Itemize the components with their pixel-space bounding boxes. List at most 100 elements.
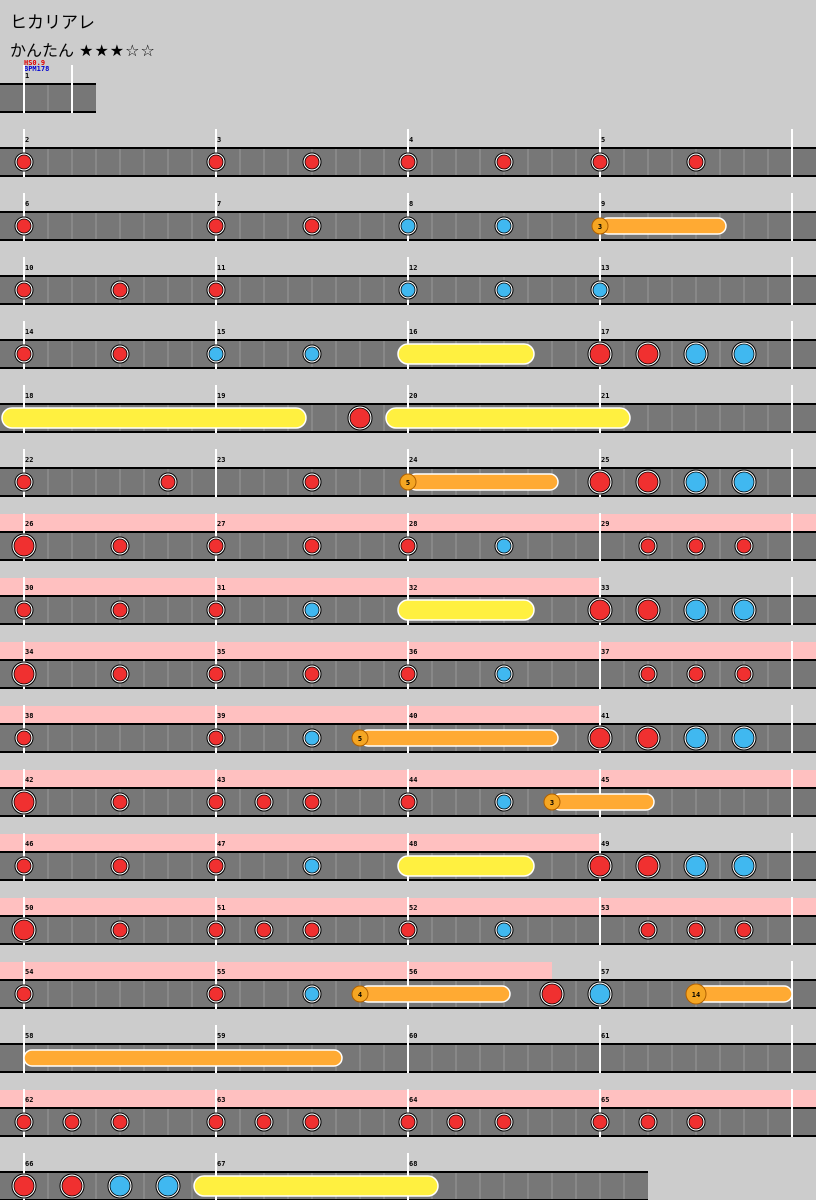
measure-number: 58	[25, 1032, 33, 1040]
measure-number: 56	[409, 968, 417, 976]
measure-number: 6	[25, 200, 29, 208]
score-row: 54 55 56 57 4 14	[0, 961, 816, 1009]
big-ka-note	[685, 343, 707, 365]
balloon-head	[351, 729, 369, 747]
big-drumroll	[397, 599, 535, 621]
don-note	[688, 922, 704, 938]
measure-number: 62	[25, 1096, 33, 1104]
gogo-band	[408, 706, 600, 723]
balloon-bar	[407, 473, 559, 491]
balloon-count: 5	[406, 479, 410, 487]
gogo-band	[0, 642, 216, 659]
speed-info: HS0.9 BPM178	[24, 60, 50, 73]
measure-number: 55	[217, 968, 225, 976]
big-ka-note	[733, 599, 755, 621]
measure-number: 64	[409, 1096, 417, 1104]
don-note	[16, 154, 32, 170]
measure-number: 29	[601, 520, 609, 528]
don-note	[688, 666, 704, 682]
don-note	[448, 1114, 464, 1130]
difficulty-label: かんたん	[10, 41, 75, 60]
measure-number: 54	[25, 968, 33, 976]
measure-number: 59	[217, 1032, 225, 1040]
big-ka-note	[733, 471, 755, 493]
don-note	[16, 346, 32, 362]
don-note	[208, 922, 224, 938]
don-note	[208, 986, 224, 1002]
score-row: 34 35 36 37	[0, 641, 816, 689]
measure-number: 8	[409, 200, 413, 208]
measure-number: 11	[217, 264, 225, 272]
don-note	[208, 730, 224, 746]
balloon-count: 3	[550, 799, 554, 807]
big-ka-note	[685, 471, 707, 493]
big-don-note	[13, 791, 35, 813]
ka-note	[496, 666, 512, 682]
don-note	[400, 538, 416, 554]
don-note	[160, 474, 176, 490]
score-row: 58 59 60 61	[0, 1025, 816, 1073]
measure-number: 68	[409, 1160, 417, 1168]
don-note	[112, 858, 128, 874]
measure-number: 51	[217, 904, 225, 912]
don-note	[400, 794, 416, 810]
gogo-band	[0, 770, 216, 787]
gogo-band	[216, 578, 408, 595]
measure-number: 42	[25, 776, 33, 784]
bpm-label: BPM178	[24, 65, 50, 73]
measure-number: 28	[409, 520, 417, 528]
measure-number: 10	[25, 264, 33, 272]
gogo-band	[216, 706, 408, 723]
big-ka-note	[733, 343, 755, 365]
don-note	[208, 538, 224, 554]
big-don-note	[13, 1175, 35, 1197]
gogo-band	[216, 514, 408, 531]
measure-number: 41	[601, 712, 609, 720]
don-note	[16, 858, 32, 874]
ka-note	[496, 922, 512, 938]
song-title: ヒカリアレ	[10, 13, 95, 33]
big-ka-note	[685, 599, 707, 621]
balloon-bar	[359, 729, 559, 747]
gogo-band	[600, 1090, 816, 1107]
score-row: 50 51 52 53	[0, 897, 816, 945]
ka-note	[400, 218, 416, 234]
don-note	[304, 922, 320, 938]
measure-number: 43	[217, 776, 225, 784]
big-drumroll	[193, 1175, 439, 1197]
measure-number: 36	[409, 648, 417, 656]
measure-number: 5	[601, 136, 605, 144]
measure-number: 7	[217, 200, 221, 208]
drumroll	[23, 1049, 343, 1067]
don-note	[112, 794, 128, 810]
measure-number: 26	[25, 520, 33, 528]
don-note	[304, 474, 320, 490]
score-row: 46 47 48 49	[0, 833, 816, 881]
don-note	[208, 154, 224, 170]
gogo-band	[0, 962, 216, 979]
measure-number: 57	[601, 968, 609, 976]
measure-number: 21	[601, 392, 609, 400]
ka-note	[208, 346, 224, 362]
big-drumroll	[1, 407, 307, 429]
measure-number: 25	[601, 456, 609, 464]
don-note	[400, 666, 416, 682]
don-note	[16, 602, 32, 618]
measure-number: 67	[217, 1160, 225, 1168]
score-row: 38 39 40 41 5	[0, 705, 816, 753]
difficulty-line: かんたん ★★★☆☆	[10, 37, 156, 61]
big-don-note	[13, 919, 35, 941]
gogo-band	[600, 770, 816, 787]
measure-number: 22	[25, 456, 33, 464]
don-note	[208, 218, 224, 234]
gogo-band	[216, 962, 408, 979]
measure-number: 23	[217, 456, 225, 464]
gogo-band	[0, 514, 216, 531]
measure-number: 50	[25, 904, 33, 912]
don-note	[304, 794, 320, 810]
don-note	[112, 1114, 128, 1130]
balloon-head	[351, 985, 369, 1003]
measure-number: 12	[409, 264, 417, 272]
don-note	[304, 1114, 320, 1130]
balloon-bar	[359, 985, 511, 1003]
